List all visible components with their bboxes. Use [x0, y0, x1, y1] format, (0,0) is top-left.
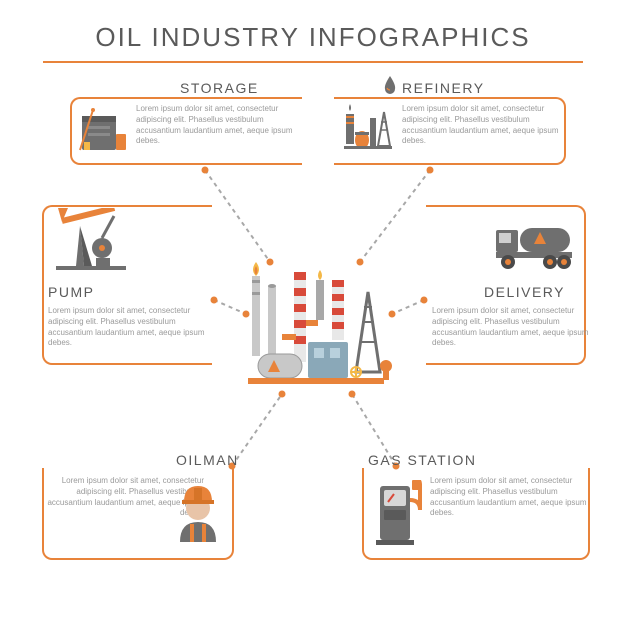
- worker-icon: [170, 482, 226, 553]
- refinery-icon: [340, 102, 396, 163]
- title-underline: [43, 61, 583, 63]
- body-refinery: Lorem ipsum dolor sit amet, consectetur …: [402, 104, 562, 147]
- oil-drop-icon: [383, 76, 397, 99]
- body-storage: Lorem ipsum dolor sit amet, consectetur …: [136, 104, 296, 147]
- section-pump: PUMP: [48, 284, 94, 306]
- heading-oilman: OILMAN: [176, 452, 239, 468]
- heading-refinery: REFINERY: [402, 80, 485, 96]
- body-delivery: Lorem ipsum dolor sit amet, consectetur …: [432, 306, 592, 349]
- body-pump: Lorem ipsum dolor sit amet, consectetur …: [48, 306, 208, 349]
- section-gasstation: GAS STATION: [368, 452, 477, 474]
- heading-gasstation: GAS STATION: [368, 452, 477, 468]
- gas-pump-icon: [374, 480, 426, 553]
- tanker-truck-icon: [494, 222, 576, 277]
- heading-storage: STORAGE: [180, 80, 259, 96]
- section-delivery: DELIVERY: [484, 284, 565, 306]
- oil-pump-icon: [56, 208, 130, 281]
- heading-pump: PUMP: [48, 284, 94, 300]
- central-plant-icon: [238, 262, 398, 392]
- storage-tank-icon: [78, 108, 128, 161]
- body-gasstation: Lorem ipsum dolor sit amet, consectetur …: [430, 476, 590, 519]
- section-refinery: REFINERY: [402, 80, 485, 102]
- page-title: OIL INDUSTRY INFOGRAPHICS: [0, 0, 626, 53]
- section-oilman: OILMAN: [176, 452, 239, 474]
- heading-delivery: DELIVERY: [484, 284, 565, 300]
- section-storage: STORAGE: [180, 80, 259, 102]
